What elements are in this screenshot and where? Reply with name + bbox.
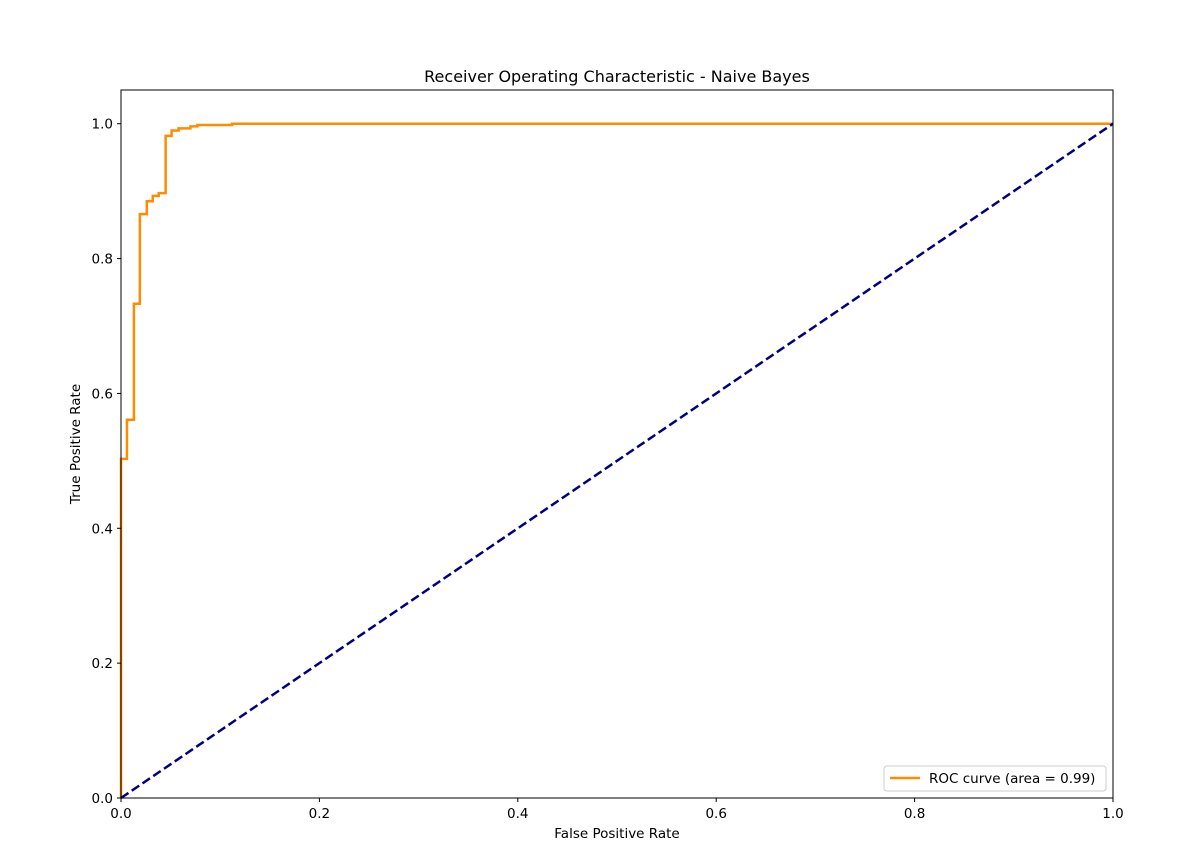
legend: ROC curve (area = 0.99)	[883, 765, 1107, 792]
chance-line	[120, 122, 1114, 800]
y-tick-label: 0.2	[92, 656, 113, 672]
axes-frame	[120, 89, 1114, 799]
x-tick-label: 0.8	[904, 806, 925, 822]
y-tick-label: 0.8	[92, 252, 113, 268]
y-axis-ticks: 0.0 0.2 0.4 0.6 0.8 1.0	[92, 117, 121, 807]
legend-label-roc: ROC curve (area = 0.99)	[929, 771, 1095, 787]
plot-area	[119, 122, 1114, 800]
legend-box	[883, 765, 1107, 792]
y-axis-label: True Positive Rate	[68, 384, 84, 505]
y-tick-label: 0.0	[92, 791, 113, 807]
x-tick-label: 0.4	[507, 806, 528, 822]
y-tick-label: 1.0	[92, 117, 113, 133]
y-tick-label: 0.4	[92, 521, 113, 537]
roc-curve-line	[119, 122, 1113, 798]
chart-title: Receiver Operating Characteristic - Naiv…	[424, 67, 810, 86]
x-tick-label: 0.2	[309, 806, 330, 822]
x-tick-label: 0.0	[110, 806, 131, 822]
x-tick-label: 0.6	[705, 806, 726, 822]
x-tick-label: 1.0	[1102, 806, 1123, 822]
x-axis-label: False Positive Rate	[554, 826, 679, 842]
x-axis-ticks: 0.0 0.2 0.4 0.6 0.8 1.0	[110, 798, 1124, 822]
y-tick-label: 0.6	[92, 386, 113, 402]
